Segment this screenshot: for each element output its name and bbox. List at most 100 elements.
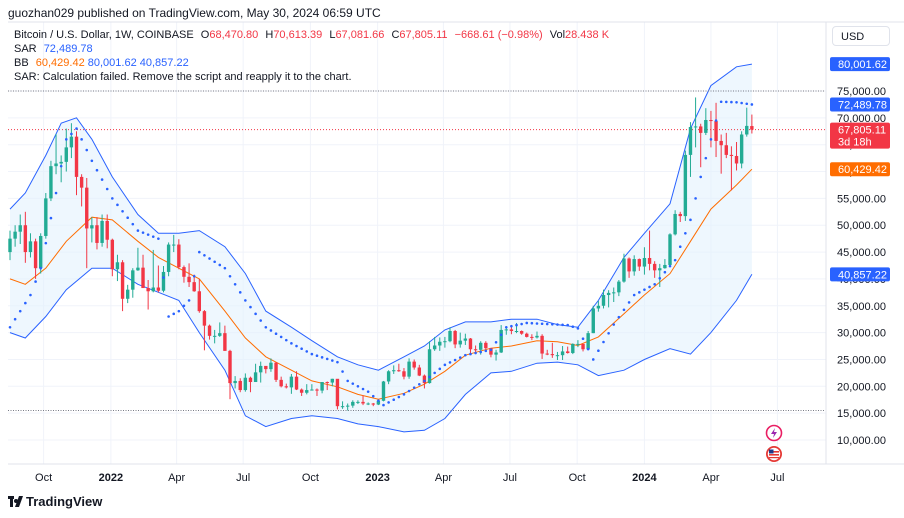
time-tick-label: Oct bbox=[35, 472, 52, 484]
candle-body bbox=[745, 125, 749, 135]
candle-body bbox=[601, 295, 606, 306]
sar-dot bbox=[100, 178, 104, 181]
candle-body bbox=[18, 225, 22, 232]
candle-body bbox=[85, 187, 89, 229]
sar-dot bbox=[418, 382, 421, 386]
tradingview-logo-text: TradingView bbox=[26, 494, 103, 509]
candle-body bbox=[540, 335, 544, 354]
sar-dot bbox=[617, 315, 621, 319]
sar-dot bbox=[658, 276, 662, 280]
candle-body bbox=[330, 378, 335, 383]
candle-body bbox=[345, 405, 350, 407]
candle-body bbox=[622, 258, 626, 282]
sar-dot bbox=[228, 274, 232, 278]
sar-dot bbox=[489, 348, 493, 352]
sar-dot bbox=[668, 264, 672, 268]
candle-body bbox=[218, 333, 222, 336]
us-flag-icon[interactable] bbox=[766, 446, 782, 462]
sar-dot bbox=[597, 349, 600, 353]
price-tick-label: 55,000.00 bbox=[837, 193, 886, 205]
candle-body bbox=[305, 390, 309, 393]
sar-dot bbox=[443, 363, 447, 367]
sar-error-message: SAR: Calculation failed. Remove the scri… bbox=[14, 71, 352, 83]
candle-body bbox=[473, 349, 478, 351]
sar-dot bbox=[295, 344, 298, 348]
sar-dot bbox=[177, 309, 181, 313]
symbol-title[interactable]: Bitcoin / U.S. Dollar, 1W, COINBASE bbox=[14, 29, 194, 41]
candle-body bbox=[299, 389, 304, 393]
candle-body bbox=[704, 119, 708, 133]
candle-body bbox=[504, 329, 508, 331]
bollinger-bands bbox=[9, 63, 753, 433]
sar-dot bbox=[709, 138, 713, 141]
bb-legend[interactable]: BB 60,429.42 80,001.62 40,857.22 bbox=[14, 56, 189, 71]
candle-body bbox=[136, 267, 140, 271]
sar-dot bbox=[740, 101, 743, 105]
candle-body bbox=[264, 365, 268, 370]
sar-dot bbox=[433, 371, 436, 375]
sar-dot bbox=[244, 299, 247, 302]
sar-dot bbox=[34, 280, 37, 283]
sar-dot bbox=[279, 335, 283, 339]
sar-dot bbox=[325, 357, 329, 361]
sar-dot bbox=[515, 323, 518, 327]
candle-body bbox=[392, 370, 396, 372]
sar-dot bbox=[233, 282, 237, 286]
candle-body bbox=[125, 289, 130, 299]
sar-dot bbox=[520, 322, 523, 326]
sar-dot bbox=[305, 350, 309, 353]
sar-dot bbox=[182, 304, 186, 308]
sar-dot bbox=[162, 276, 165, 279]
candle-body bbox=[141, 267, 145, 289]
sar-dot bbox=[167, 315, 170, 318]
candle-body bbox=[673, 213, 677, 235]
candle-body bbox=[525, 333, 529, 337]
candle-body bbox=[427, 349, 432, 384]
sar-dot bbox=[576, 327, 580, 330]
candle-body bbox=[64, 147, 68, 162]
candle-body bbox=[550, 354, 555, 356]
sar-dot bbox=[198, 250, 201, 254]
flash-icon[interactable] bbox=[765, 424, 783, 442]
sar-dot bbox=[504, 325, 508, 329]
candle-body bbox=[172, 244, 176, 246]
sar-dot bbox=[136, 229, 140, 232]
candle-body bbox=[340, 406, 345, 408]
candle-body bbox=[8, 238, 12, 253]
sar-dot bbox=[366, 390, 370, 393]
candle-body bbox=[177, 244, 181, 268]
candle-body bbox=[565, 351, 570, 354]
sar-dot bbox=[259, 319, 263, 322]
sar-dot bbox=[213, 260, 216, 264]
candle-body bbox=[49, 166, 53, 199]
sar-legend[interactable]: SAR 72,489.78 bbox=[14, 42, 93, 57]
sar-dot bbox=[13, 317, 17, 321]
sar-dot bbox=[402, 393, 406, 396]
sar-dot bbox=[203, 253, 206, 257]
symbol-legend: Bitcoin / U.S. Dollar, 1W, COINBASE O68,… bbox=[14, 28, 613, 43]
candle-body bbox=[693, 126, 698, 128]
currency-button[interactable]: USD bbox=[832, 26, 890, 46]
sar-dot bbox=[315, 354, 319, 358]
candle-body bbox=[397, 370, 401, 372]
candle-body bbox=[320, 382, 324, 391]
sar-dot bbox=[689, 218, 692, 222]
candle-body bbox=[366, 403, 370, 405]
candle-body bbox=[156, 287, 161, 291]
tradingview-logo[interactable]: TradingView bbox=[8, 494, 102, 509]
candle-body bbox=[279, 379, 283, 387]
sar-dot bbox=[510, 324, 513, 328]
sar-dot bbox=[699, 175, 703, 179]
bb-basis-tag-label: 60,429.42 bbox=[838, 164, 887, 176]
sar-dot bbox=[745, 102, 749, 106]
sar-dot bbox=[694, 197, 697, 200]
candle-body bbox=[489, 348, 493, 355]
sar-dot bbox=[208, 257, 211, 260]
candle-body bbox=[453, 331, 457, 345]
candle-body bbox=[228, 350, 232, 384]
sar-dot bbox=[412, 386, 416, 389]
time-tick-label: Jul bbox=[236, 472, 250, 484]
sar-dot bbox=[469, 352, 472, 356]
candle-body bbox=[509, 329, 514, 332]
